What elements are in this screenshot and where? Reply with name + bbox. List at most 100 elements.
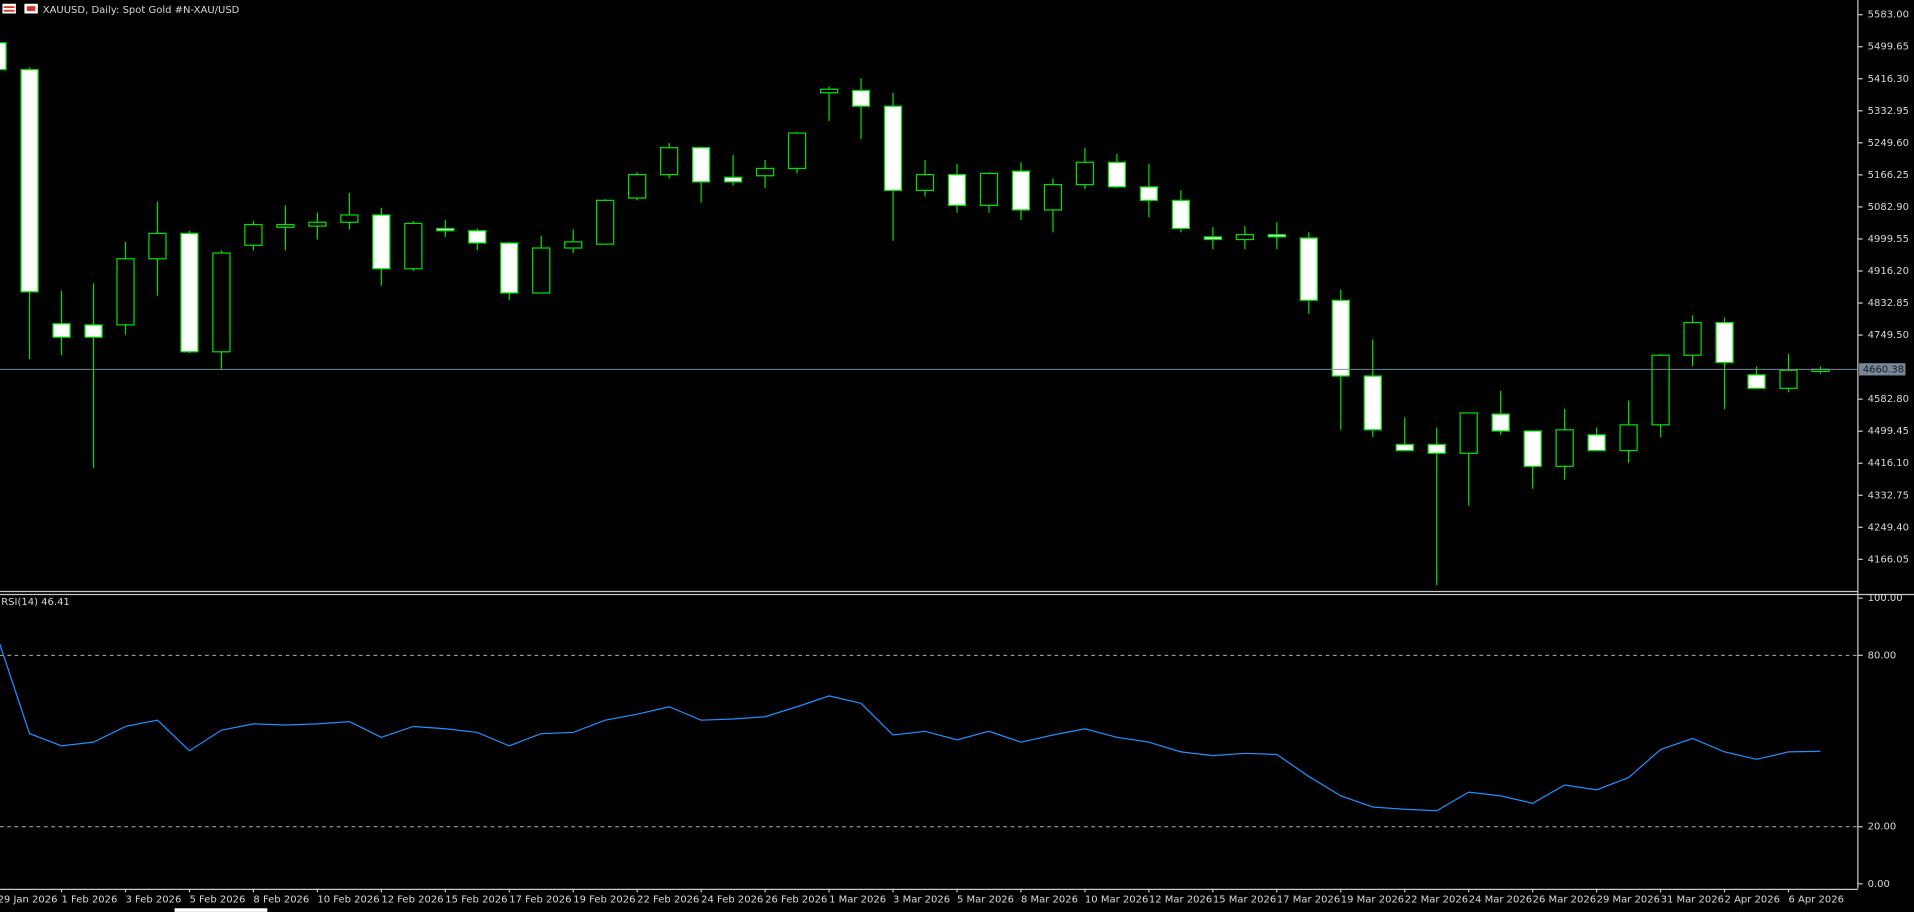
y-tick-label: 5416.30 — [1868, 74, 1909, 85]
x-tick-label: 29 Mar 2026 — [1597, 895, 1660, 906]
y-tick-label: 4499.45 — [1868, 426, 1909, 437]
candle-body — [1555, 429, 1574, 467]
candle-body — [1267, 233, 1286, 238]
candle-body — [660, 147, 679, 176]
candle-body — [500, 242, 519, 294]
scrollbar[interactable] — [174, 908, 268, 912]
candle-body — [819, 88, 839, 94]
candle-body — [979, 172, 999, 206]
candle-body — [436, 227, 455, 232]
candle-body — [691, 147, 711, 183]
candle-body — [1299, 237, 1318, 301]
icon — [3, 9, 15, 12]
candle-body — [276, 223, 295, 228]
candle-body — [1011, 170, 1031, 211]
icon — [2, 3, 16, 14]
x-tick-label: 5 Feb 2026 — [189, 895, 245, 906]
current-price-label: 4660.38 — [1863, 364, 1904, 375]
y-tick-label: 5332.95 — [1868, 106, 1909, 117]
x-tick-label: 1 Feb 2026 — [62, 895, 118, 906]
candle-body — [1715, 321, 1734, 364]
x-tick-label: 17 Mar 2026 — [1277, 895, 1340, 906]
candle-body — [1683, 321, 1702, 356]
candle-body — [20, 69, 39, 293]
candle-body — [596, 199, 615, 245]
candle-body — [1075, 161, 1095, 186]
candle-body — [1427, 443, 1446, 454]
candle-body — [1363, 375, 1382, 431]
candle-body — [1171, 199, 1191, 230]
candle-body — [148, 232, 167, 260]
y-tick-label: 80.00 — [1868, 650, 1897, 661]
x-tick-label: 3 Mar 2026 — [893, 895, 950, 906]
candle-body — [1139, 186, 1159, 201]
candle-body — [628, 173, 647, 199]
x-tick-label: 26 Feb 2026 — [765, 895, 827, 906]
x-tick-label: 5 Mar 2026 — [957, 895, 1014, 906]
y-tick-label: 4832.85 — [1868, 298, 1909, 309]
y-tick-label: 4416.10 — [1868, 458, 1909, 469]
candle-body — [1043, 183, 1063, 211]
candle-body — [1651, 354, 1670, 426]
x-tick-label: 24 Feb 2026 — [701, 895, 763, 906]
x-tick-label: 6 Apr 2026 — [1789, 895, 1844, 906]
x-tick-label: 8 Mar 2026 — [1021, 895, 1078, 906]
candle-body — [755, 167, 775, 177]
y-tick-label: 5082.90 — [1868, 202, 1909, 213]
candle-body — [915, 173, 935, 191]
chart-title: XAUUSD, Daily: Spot Gold #N-XAU/USD — [43, 5, 240, 16]
candle-body — [52, 323, 71, 338]
candle-body — [468, 230, 487, 244]
candle-body — [947, 173, 967, 206]
x-tick-label: 22 Mar 2026 — [1405, 895, 1468, 906]
y-tick-label: 0.00 — [1868, 879, 1890, 890]
x-tick-label: 15 Feb 2026 — [445, 895, 507, 906]
candle-body — [723, 176, 743, 183]
symbol-icons — [2, 3, 38, 14]
y-tick-label: 4582.80 — [1868, 394, 1909, 405]
x-tick-label: 26 Mar 2026 — [1533, 895, 1596, 906]
current-price-box — [1859, 363, 1906, 376]
x-tick-label: 22 Feb 2026 — [637, 895, 699, 906]
y-tick-label: 4166.05 — [1868, 554, 1909, 565]
candle-body — [1779, 369, 1798, 389]
x-tick-label: 12 Mar 2026 — [1149, 895, 1212, 906]
x-tick-label: 15 Mar 2026 — [1213, 895, 1276, 906]
candle-body — [404, 222, 423, 270]
x-tick-label: 2 Apr 2026 — [1725, 895, 1780, 906]
candle-body — [564, 241, 583, 249]
candle-body — [1587, 434, 1606, 452]
y-tick-label: 100.00 — [1868, 593, 1903, 604]
candle-body — [532, 247, 551, 294]
y-tick-label: 4749.50 — [1868, 330, 1909, 341]
x-tick-label: 19 Feb 2026 — [573, 895, 635, 906]
candle-body — [0, 42, 7, 71]
x-tick-label: 10 Feb 2026 — [317, 895, 379, 906]
candle-body — [1747, 374, 1766, 389]
y-tick-label: 4916.20 — [1868, 266, 1909, 277]
y-tick-label: 4249.40 — [1868, 522, 1909, 533]
icon — [3, 6, 15, 9]
candle-body — [116, 258, 135, 326]
candle-body — [180, 232, 199, 353]
y-tick-label: 4999.55 — [1868, 234, 1909, 245]
y-tick-label: 5499.65 — [1868, 42, 1909, 53]
candle-body — [84, 324, 103, 338]
candle-body — [340, 214, 359, 223]
y-tick-label: 4332.75 — [1868, 490, 1909, 501]
x-tick-label: 8 Feb 2026 — [253, 895, 309, 906]
candle-body — [1203, 236, 1223, 241]
x-tick-label: 3 Feb 2026 — [125, 895, 181, 906]
x-tick-label: 1 Mar 2026 — [829, 895, 886, 906]
x-tick-label: 29 Jan 2026 — [0, 895, 58, 906]
x-tick-label: 10 Mar 2026 — [1085, 895, 1148, 906]
candle-body — [787, 132, 807, 170]
icon — [26, 6, 36, 12]
x-tick-label: 12 Feb 2026 — [381, 895, 443, 906]
candle-body — [1523, 430, 1542, 467]
x-tick-label: 17 Feb 2026 — [509, 895, 571, 906]
y-tick-label: 20.00 — [1868, 822, 1897, 833]
